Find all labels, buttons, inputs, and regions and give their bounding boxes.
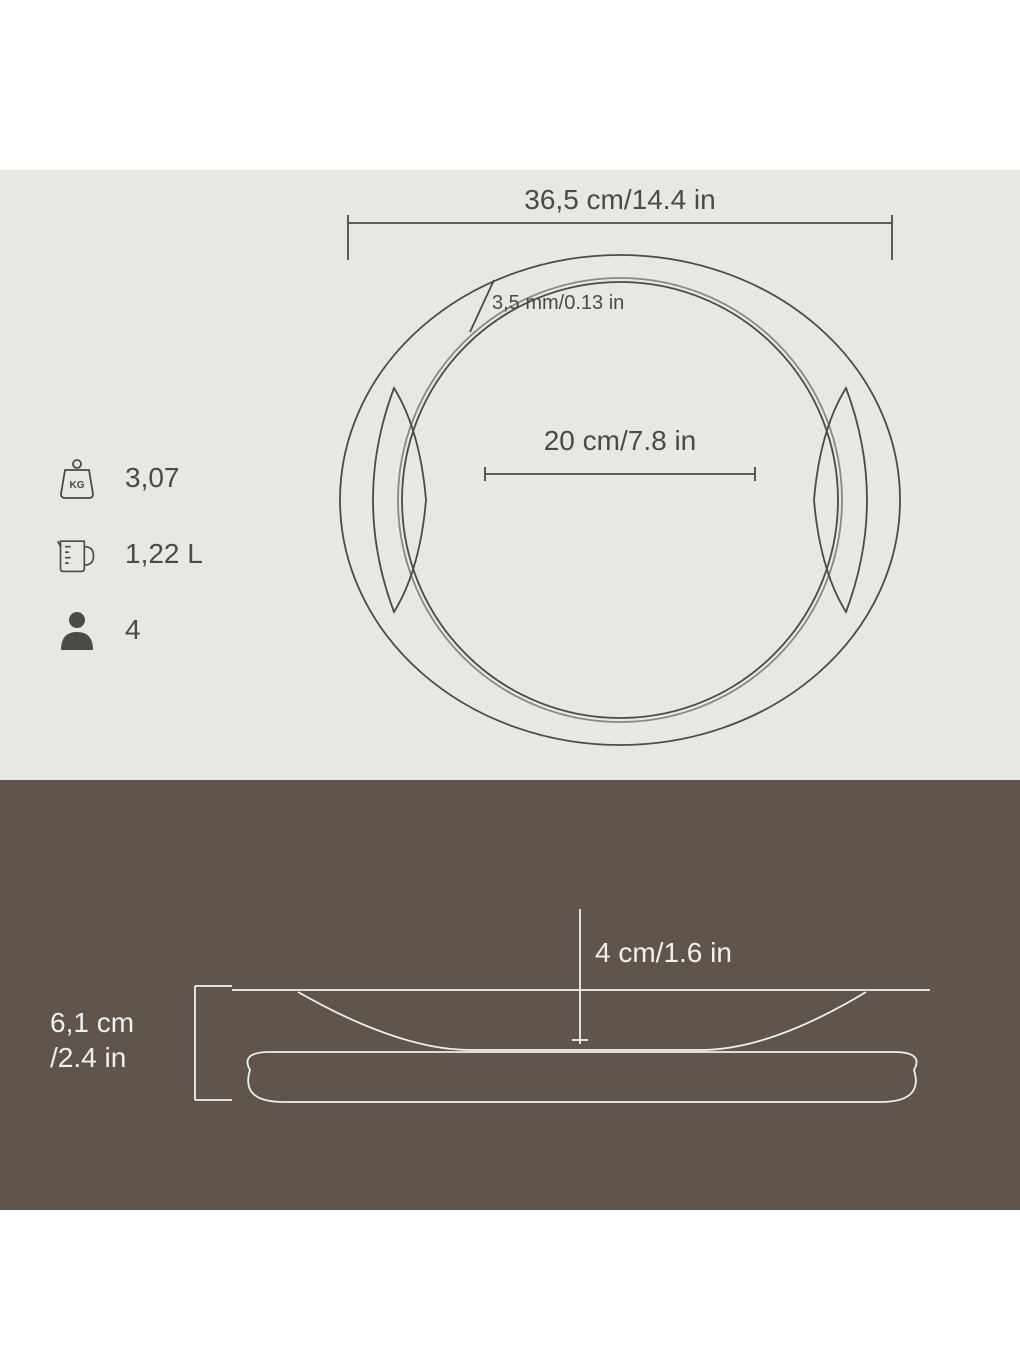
thickness-label: 3,5 mm/0.13 in — [492, 292, 624, 315]
inner-diameter-label: 20 cm/7.8 in — [440, 425, 800, 457]
top-view-drawing — [0, 170, 1020, 780]
height-label-line1: 6,1 cm — [50, 1007, 134, 1038]
height-label-line2: /2.4 in — [50, 1042, 126, 1073]
side-view-drawing — [0, 780, 1020, 1210]
bottom-white-margin — [0, 1210, 1020, 1360]
height-label: 6,1 cm /2.4 in — [50, 1005, 134, 1075]
depth-label: 4 cm/1.6 in — [595, 937, 732, 969]
top-view-panel: KG 3,07 1,22 L — [0, 170, 1020, 780]
top-white-margin — [0, 0, 1020, 170]
side-view-panel: 4 cm/1.6 in 6,1 cm /2.4 in — [0, 780, 1020, 1210]
outer-width-label: 36,5 cm/14.4 in — [340, 184, 900, 216]
